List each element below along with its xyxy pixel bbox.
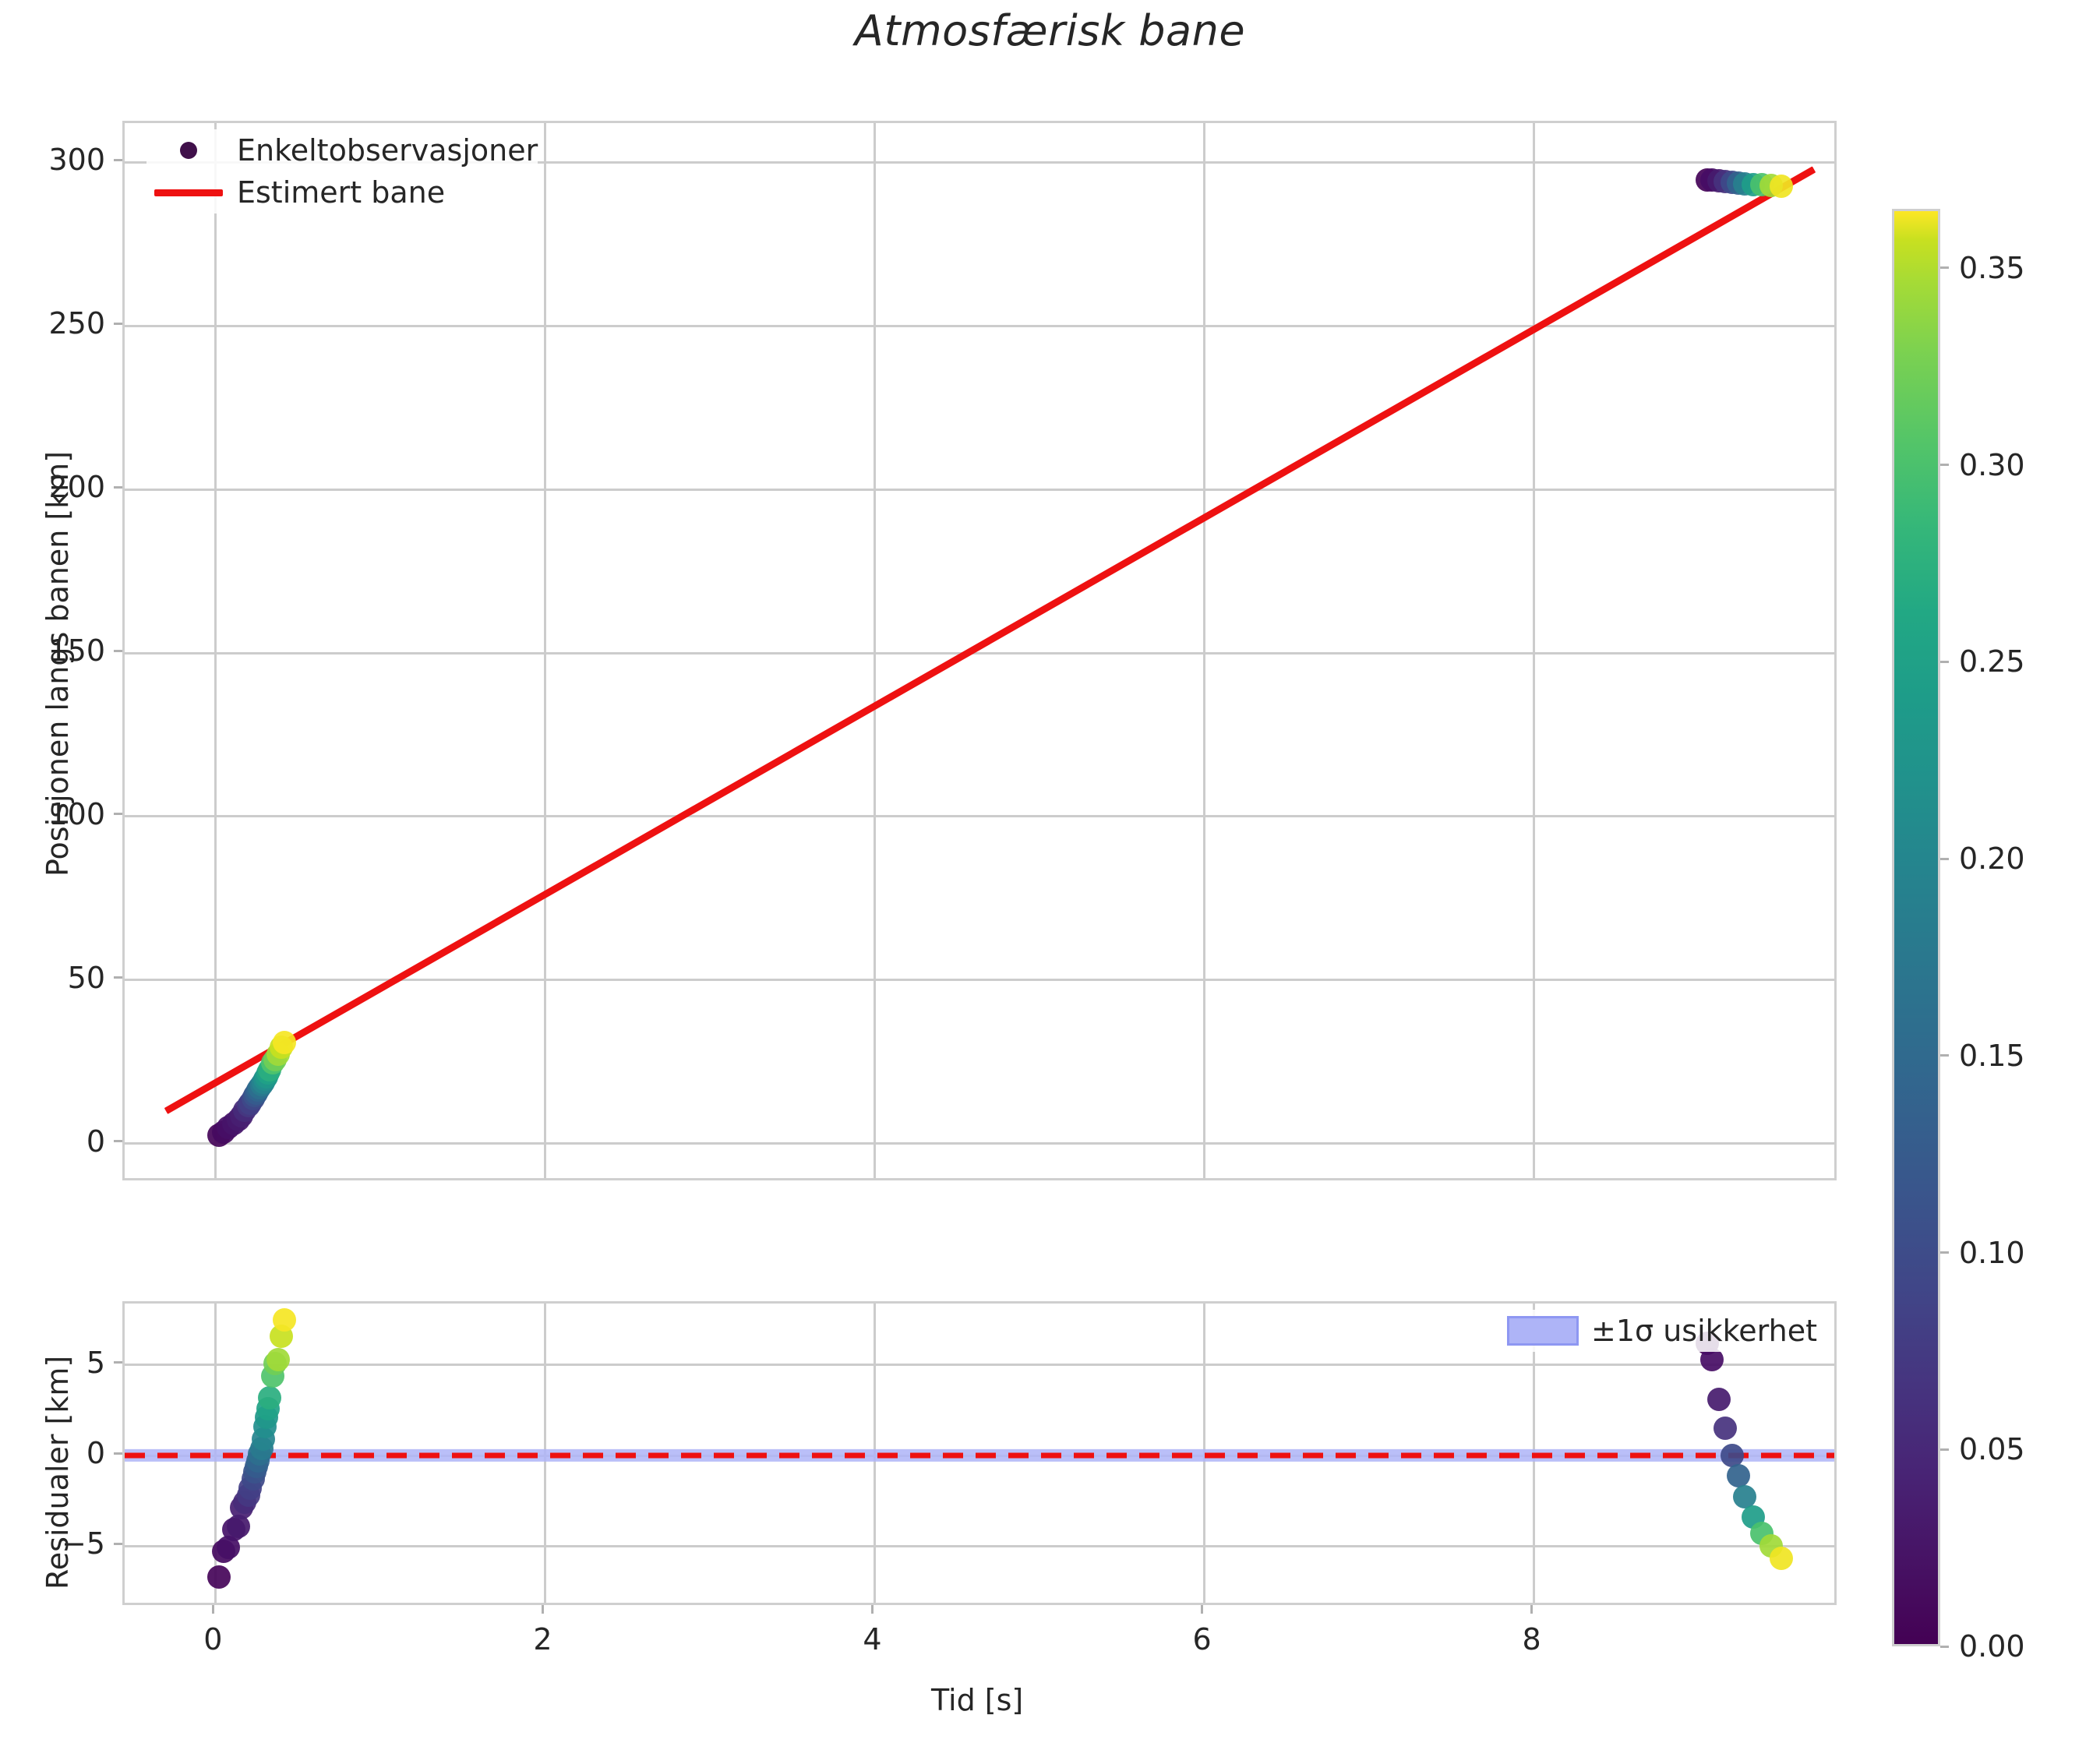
residual-point <box>1706 1388 1731 1412</box>
legend-row: Enkeltobservasjoner <box>146 129 538 171</box>
y-tick-mark-main <box>114 976 122 979</box>
colorbar-tick-label: 0.10 <box>1959 1235 2025 1270</box>
x-tick-label: 0 <box>203 1622 223 1657</box>
gridline-horizontal <box>125 1142 1834 1145</box>
residual-point <box>1733 1485 1757 1509</box>
gridline-horizontal <box>125 324 1834 327</box>
y-tick-label-main: 200 <box>48 470 105 505</box>
y-tick-mark-residual <box>114 1452 122 1455</box>
legend-key-line <box>146 189 231 196</box>
residual-point <box>206 1565 231 1589</box>
y-tick-mark-main <box>114 813 122 816</box>
colorbar-tick-mark <box>1940 1251 1949 1254</box>
legend-label-line: Estimert bane <box>237 175 446 210</box>
gridline-horizontal <box>125 815 1834 818</box>
colorbar-tick-mark <box>1940 857 1949 860</box>
y-tick-mark-main <box>114 322 122 325</box>
legend-marker-line <box>154 189 223 196</box>
gridline-horizontal <box>125 651 1834 654</box>
colorbar-tick-label: 0.05 <box>1959 1432 2025 1467</box>
legend-marker-band <box>1507 1316 1579 1346</box>
colorbar-tick-mark <box>1940 1054 1949 1057</box>
gridline-horizontal <box>125 979 1834 982</box>
residual-y-axis-title: Residualer [km] <box>41 1355 75 1589</box>
legend-label-scatter: Enkeltobservasjoner <box>237 133 538 168</box>
data-point <box>1769 174 1793 198</box>
legend-label-band: ±1σ usikkerhet <box>1591 1314 1817 1348</box>
colorbar-tick-label: 0.30 <box>1959 447 2025 482</box>
gridline-horizontal <box>125 488 1834 491</box>
y-tick-mark-main <box>114 1140 122 1143</box>
residual-point <box>1720 1444 1744 1467</box>
y-tick-mark-main <box>114 158 122 161</box>
colorbar-tick-label: 0.20 <box>1959 841 2025 877</box>
gridline-vertical <box>214 123 217 1178</box>
figure-title: Atmosfærisk bane <box>854 6 1246 55</box>
colorbar-tick-mark <box>1940 1448 1949 1451</box>
residual-point <box>1769 1547 1793 1571</box>
y-tick-label-residual: 5 <box>86 1345 105 1380</box>
x-tick-mark <box>211 1605 214 1614</box>
y-tick-label-main: 300 <box>48 143 105 178</box>
legend-marker-dot <box>180 142 197 159</box>
gridline-vertical <box>543 123 546 1178</box>
colorbar[interactable] <box>1892 209 1940 1646</box>
x-tick-label: 8 <box>1522 1622 1541 1657</box>
gridline-horizontal <box>125 1544 1834 1547</box>
colorbar-tick-mark <box>1940 1645 1949 1648</box>
x-tick-mark <box>541 1605 544 1614</box>
y-tick-mark-main <box>114 649 122 652</box>
residual-point <box>273 1307 297 1332</box>
y-tick-label-main: 0 <box>86 1124 105 1159</box>
residual-legend: ±1σ usikkerhet <box>1501 1310 1817 1352</box>
colorbar-tick-label: 0.00 <box>1959 1629 2025 1664</box>
colorbar-tick-label: 0.25 <box>1959 644 2025 679</box>
residual-point <box>1714 1417 1738 1441</box>
x-tick-label: 6 <box>1192 1622 1212 1657</box>
main-legend: Enkeltobservasjoner Estimert bane <box>146 129 538 213</box>
zero-residual-line <box>125 1452 1834 1459</box>
legend-key-band <box>1501 1316 1585 1346</box>
residual-point <box>258 1385 282 1410</box>
y-tick-label-residual: 0 <box>86 1436 105 1470</box>
colorbar-tick-label: 0.15 <box>1959 1038 2025 1073</box>
colorbar-tick-label: 0.35 <box>1959 250 2025 285</box>
y-tick-label-main: 250 <box>48 306 105 341</box>
y-tick-label-main: 150 <box>48 633 105 668</box>
main-y-axis-title: Posisjonen langs banen [km] <box>41 450 75 877</box>
x-axis-title: Tid [s] <box>931 1683 1024 1717</box>
x-tick-mark <box>1530 1605 1534 1614</box>
residual-plot-area: ±1σ usikkerhet <box>122 1301 1837 1605</box>
colorbar-tick-mark <box>1940 660 1949 663</box>
colorbar-tick-mark <box>1940 266 1949 270</box>
gridline-vertical <box>1533 123 1536 1178</box>
x-tick-mark <box>871 1605 874 1614</box>
colorbar-tick-mark <box>1940 464 1949 467</box>
main-plot-area: Enkeltobservasjoner Estimert bane <box>122 121 1837 1180</box>
legend-row: Estimert bane <box>146 171 538 213</box>
y-tick-mark-main <box>114 485 122 489</box>
y-tick-label-residual: −5 <box>61 1526 105 1561</box>
residual-point <box>1726 1463 1750 1487</box>
y-tick-mark-residual <box>114 1361 122 1364</box>
gridline-vertical <box>1203 123 1206 1178</box>
residual-point <box>266 1347 290 1371</box>
y-tick-mark-residual <box>114 1542 122 1545</box>
x-tick-label: 4 <box>863 1622 882 1657</box>
gridline-horizontal <box>125 1364 1834 1367</box>
gridline-vertical <box>874 123 876 1178</box>
legend-key-scatter <box>146 142 231 159</box>
estimated-trajectory-line <box>164 165 1816 1114</box>
x-tick-mark <box>1201 1605 1204 1614</box>
data-point <box>273 1030 297 1054</box>
y-tick-label-main: 50 <box>67 960 105 995</box>
gridline-horizontal <box>125 161 1834 164</box>
x-tick-label: 2 <box>533 1622 552 1657</box>
y-tick-label-main: 100 <box>48 796 105 831</box>
legend-row: ±1σ usikkerhet <box>1501 1310 1817 1352</box>
